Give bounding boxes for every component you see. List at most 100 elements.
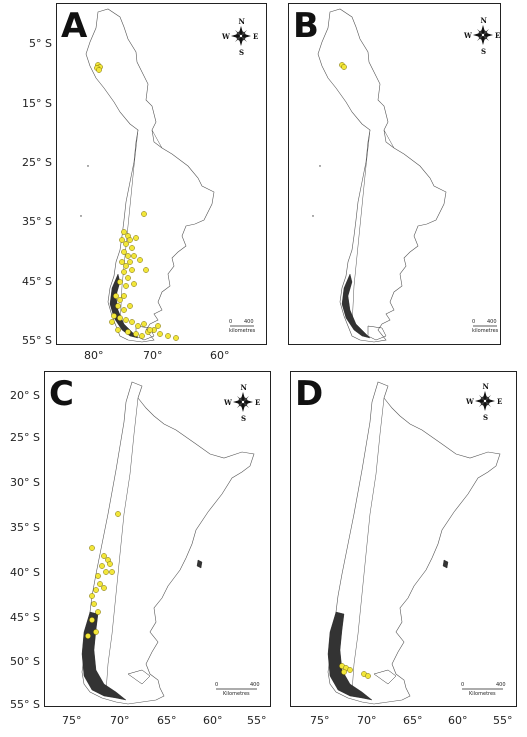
occurrence-point xyxy=(103,569,109,575)
occurrence-point xyxy=(127,259,133,265)
svg-text:N: N xyxy=(239,17,246,26)
svg-text:0: 0 xyxy=(472,319,475,325)
x-tick-label: 65° xyxy=(403,714,423,727)
map-shape-b xyxy=(311,8,447,343)
occurrence-point xyxy=(365,673,371,679)
svg-text:kilometres: kilometres xyxy=(472,328,499,334)
scale-bar: 0 400 Kilometres xyxy=(461,682,506,697)
panel-label-c: C xyxy=(49,374,74,414)
panel-label-a: A xyxy=(61,6,88,46)
occurrence-point xyxy=(115,303,121,309)
svg-text:Kilometres: Kilometres xyxy=(223,691,250,697)
svg-text:S: S xyxy=(483,413,488,422)
occurrence-point xyxy=(155,323,161,329)
panel-label-d: D xyxy=(295,374,324,414)
occurrence-point xyxy=(137,257,143,263)
y-tick-label: 15° S xyxy=(22,97,52,110)
occurrence-point xyxy=(147,327,153,333)
compass-icon: N S E W xyxy=(223,383,260,423)
svg-text:N: N xyxy=(483,382,490,391)
occurrence-point xyxy=(121,249,127,255)
occurrence-point xyxy=(89,593,95,599)
occurrence-point xyxy=(95,609,101,615)
svg-text:S: S xyxy=(481,47,486,56)
occurrence-point xyxy=(123,263,129,269)
occurrence-point xyxy=(93,587,99,593)
compass-icon: N S E W xyxy=(221,17,258,57)
y-tick-label: 25° S xyxy=(22,156,52,169)
compass-icon: N S E W xyxy=(463,16,500,56)
occurrence-point xyxy=(121,269,127,275)
y-tick-label: 5° S xyxy=(29,37,52,50)
svg-text:400: 400 xyxy=(496,682,506,688)
occurrence-point xyxy=(111,313,117,319)
occurrence-point xyxy=(85,633,91,639)
svg-text:kilometres: kilometres xyxy=(229,328,256,334)
occurrence-point xyxy=(127,303,133,309)
svg-text:W: W xyxy=(463,31,472,40)
compass-icon: N S E W xyxy=(465,382,502,422)
occurrence-points-b xyxy=(339,62,347,70)
occurrence-point xyxy=(109,319,115,325)
y-tick-label: 30° S xyxy=(10,476,40,489)
map-shape-c xyxy=(81,381,255,705)
y-tick-label: 25° S xyxy=(10,431,40,444)
svg-text:W: W xyxy=(221,32,230,41)
y-tick-label: 40° S xyxy=(10,566,40,579)
occurrence-point xyxy=(109,569,115,575)
occurrence-point xyxy=(89,545,95,551)
occurrence-point xyxy=(119,237,125,243)
x-tick-label: 55° xyxy=(247,714,267,727)
svg-text:S: S xyxy=(241,414,246,423)
occurrence-point xyxy=(117,297,123,303)
occurrence-point xyxy=(127,237,133,243)
occurrence-point xyxy=(117,315,123,321)
occurrence-point xyxy=(143,267,149,273)
occurrence-points-d xyxy=(339,663,371,679)
svg-text:W: W xyxy=(223,398,232,407)
occurrence-point xyxy=(121,293,127,299)
occurrence-point xyxy=(341,669,347,675)
svg-text:Kilometres: Kilometres xyxy=(469,691,496,697)
occurrence-point xyxy=(91,601,97,607)
svg-text:W: W xyxy=(465,397,474,406)
occurrence-point xyxy=(165,333,171,339)
occurrence-point xyxy=(157,331,163,337)
occurrence-point xyxy=(133,331,139,337)
svg-text:400: 400 xyxy=(244,319,254,325)
y-tick-label: 50° S xyxy=(10,655,40,668)
svg-text:E: E xyxy=(497,397,502,406)
svg-text:0: 0 xyxy=(215,682,218,688)
x-tick-label: 60° xyxy=(448,714,468,727)
svg-text:E: E xyxy=(253,32,258,41)
y-tick-label: 45° S xyxy=(10,611,40,624)
occurrence-point xyxy=(113,293,119,299)
occurrence-point xyxy=(139,333,145,339)
scale-bar: 0 400 kilometres xyxy=(472,319,499,334)
svg-text:N: N xyxy=(241,383,248,392)
occurrence-point xyxy=(107,561,113,567)
occurrence-point xyxy=(141,211,147,217)
occurrence-point xyxy=(117,279,123,285)
occurrence-point xyxy=(133,235,139,241)
occurrence-point xyxy=(347,667,353,673)
map-shape-d xyxy=(327,381,501,705)
occurrence-point xyxy=(341,64,347,70)
svg-text:400: 400 xyxy=(487,319,497,325)
occurrence-point xyxy=(93,629,99,635)
y-tick-label: 35° S xyxy=(10,521,40,534)
occurrence-point xyxy=(115,327,121,333)
svg-text:E: E xyxy=(255,398,260,407)
occurrence-point xyxy=(129,245,135,251)
occurrence-point xyxy=(125,253,131,259)
occurrence-point xyxy=(97,581,103,587)
occurrence-point xyxy=(121,229,127,235)
occurrence-points-a xyxy=(94,62,179,341)
scale-bar: 0 400 kilometres xyxy=(229,319,256,334)
y-tick-label: 45° S xyxy=(22,275,52,288)
occurrence-point xyxy=(135,323,141,329)
occurrence-point xyxy=(123,317,129,323)
occurrence-point xyxy=(119,259,125,265)
occurrence-point xyxy=(115,511,121,517)
svg-text:400: 400 xyxy=(250,682,260,688)
